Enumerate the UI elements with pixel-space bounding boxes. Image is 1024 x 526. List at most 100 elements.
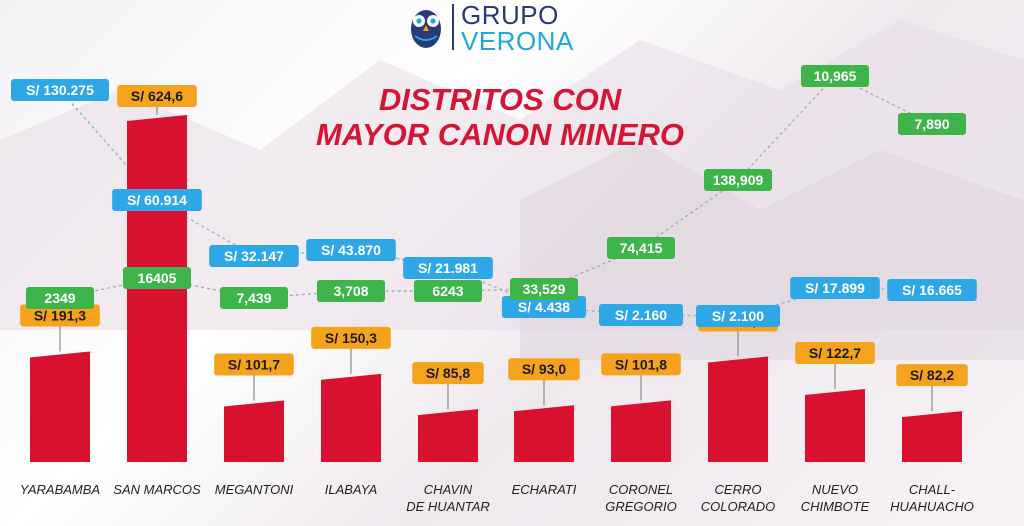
bar-group <box>902 385 965 462</box>
bar <box>708 356 768 462</box>
value-label: S/ 624,6 <box>117 85 197 107</box>
value-label-bg <box>601 353 681 376</box>
title-line2: MAYOR CANON MINERO <box>316 117 684 152</box>
blue-label: S/ 130.275 <box>11 79 109 101</box>
category-label: SAN MARCOS <box>113 482 201 497</box>
green-label-text: 16405 <box>138 270 177 286</box>
green-label: 3,708 <box>317 280 385 302</box>
green-label-bg <box>704 169 772 191</box>
green-label-text: 7,890 <box>914 116 949 132</box>
value-label: S/ 82,2 <box>896 364 968 387</box>
category-label: ECHARATI <box>512 482 577 497</box>
blue-label-text: S/ 16.665 <box>902 282 962 298</box>
value-label-bg <box>896 364 968 387</box>
title-line1: DISTRITOS CON <box>378 82 622 117</box>
green-label-text: 3,708 <box>333 283 368 299</box>
green-label: 74,415 <box>607 237 675 259</box>
blue-label-bg <box>306 239 396 261</box>
bar <box>321 373 381 462</box>
green-label-text: 33,529 <box>523 281 566 297</box>
value-label-text: S/ 150,3 <box>325 330 377 346</box>
category-label: CORONEL <box>609 482 673 497</box>
value-label-bg <box>412 362 484 385</box>
bar-group <box>514 379 577 462</box>
bar <box>902 411 962 462</box>
green-label-text: 74,415 <box>620 240 663 256</box>
blue-label: S/ 43.870 <box>306 239 396 261</box>
green-label-text: 138,909 <box>713 172 764 188</box>
category-label: COLORADO <box>701 499 775 514</box>
green-label-text: 2349 <box>44 290 75 306</box>
green-series-line <box>59 75 933 299</box>
value-label: S/ 101,7 <box>214 353 294 376</box>
green-label: 10,965 <box>801 65 869 87</box>
green-label-bg <box>26 287 94 309</box>
value-label-text: S/ 93,0 <box>522 361 567 377</box>
blue-series-line <box>59 89 933 317</box>
green-label-text: 7,439 <box>236 290 271 306</box>
bar <box>224 400 284 462</box>
green-label-bg <box>510 278 578 300</box>
green-label-bg <box>414 280 482 302</box>
blue-label-bg <box>209 245 299 267</box>
bar <box>418 409 478 462</box>
blue-label: S/ 2.160 <box>599 304 683 326</box>
blue-label-text: S/ 43.870 <box>321 242 381 258</box>
blue-label: S/ 2.100 <box>696 305 780 327</box>
green-label-bg <box>220 287 288 309</box>
blue-label-bg <box>887 279 977 301</box>
blue-label-text: S/ 21.981 <box>418 260 478 276</box>
bar-group <box>708 330 771 462</box>
category-label: DE HUANTAR <box>406 499 490 514</box>
value-label-text: S/ 101,7 <box>228 356 280 372</box>
blue-label-text: S/ 17.899 <box>805 280 865 296</box>
category-label: GREGORIO <box>605 499 677 514</box>
value-label: S/ 122,7 <box>795 342 875 365</box>
green-label-bg <box>801 65 869 87</box>
green-label-bg <box>607 237 675 259</box>
category-label: MEGANTONI <box>215 482 294 497</box>
value-label-bg <box>311 326 391 349</box>
category-label: CHALL- <box>909 482 956 497</box>
blue-label-bg <box>11 79 109 101</box>
category-label: NUEVO <box>812 482 858 497</box>
value-label-text: S/ 191,3 <box>34 308 86 324</box>
bar <box>514 405 574 462</box>
green-label: 7,439 <box>220 287 288 309</box>
value-label-bg <box>795 342 875 365</box>
blue-label: S/ 4.438 <box>502 296 586 318</box>
blue-label-bg <box>696 305 780 327</box>
value-label-text: S/ 85,8 <box>426 365 471 381</box>
green-label: 16405 <box>123 267 191 289</box>
bar <box>30 351 90 462</box>
value-label-bg <box>117 85 197 107</box>
value-label: S/ 101,8 <box>601 353 681 376</box>
green-label: 33,529 <box>510 278 578 300</box>
category-label: YARABAMBA <box>20 482 100 497</box>
blue-label-bg <box>599 304 683 326</box>
green-label: 138,909 <box>704 169 772 191</box>
category-label: CHIMBOTE <box>801 499 870 514</box>
blue-label-text: S/ 130.275 <box>26 82 94 98</box>
green-label: 6243 <box>414 280 482 302</box>
value-label-text: S/ 122,7 <box>809 345 861 361</box>
green-label-bg <box>898 113 966 135</box>
blue-label-bg <box>112 189 202 211</box>
blue-label: S/ 21.981 <box>403 257 493 279</box>
bar-group <box>805 363 868 462</box>
green-label-bg <box>317 280 385 302</box>
grupo-verona-logo: GRUPO VERONA <box>400 0 610 56</box>
bar-group <box>611 374 674 462</box>
chart-title: DISTRITOS CON MAYOR CANON MINERO <box>280 82 720 152</box>
blue-label: S/ 60.914 <box>112 189 202 211</box>
bar-group <box>30 325 93 462</box>
blue-label-text: S/ 60.914 <box>127 192 187 208</box>
value-label-bg <box>20 304 100 327</box>
bar-group <box>418 383 481 462</box>
owl-icon <box>411 10 441 48</box>
green-label: 2349 <box>26 287 94 309</box>
green-label-text: 10,965 <box>814 68 857 84</box>
bar <box>611 400 671 462</box>
blue-label-text: S/ 2.160 <box>615 307 667 323</box>
blue-label-bg <box>790 277 880 299</box>
